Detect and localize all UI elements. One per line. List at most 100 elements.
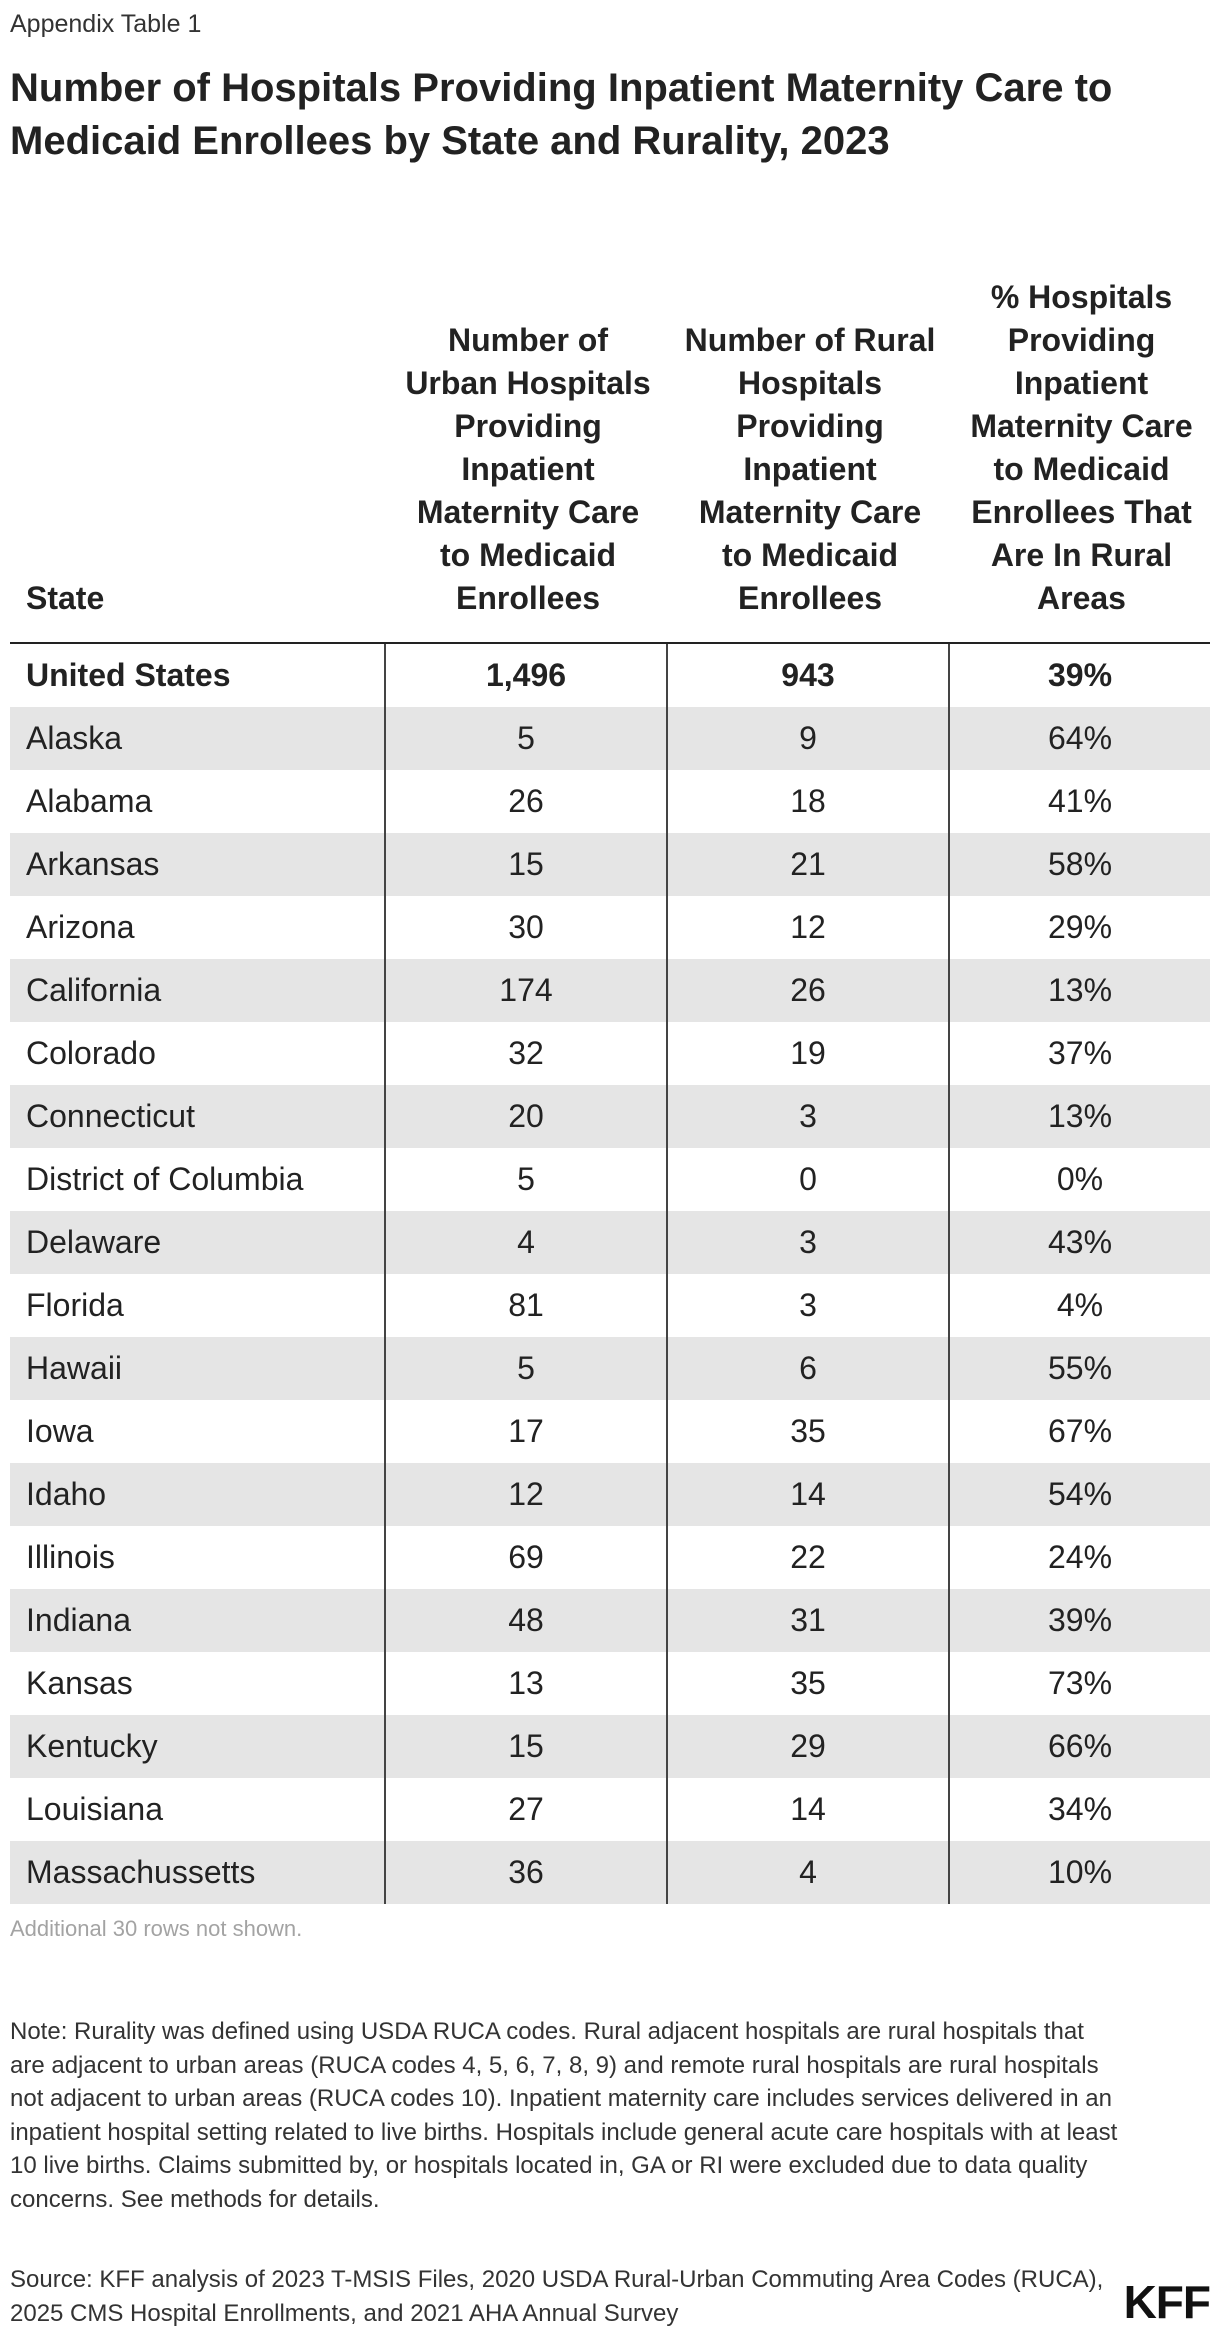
table-body: United States 1,496 943 39% Alaska 5 9 64% Alaba… (10, 643, 1210, 1904)
cell-pct-rural: 43% (948, 1211, 1210, 1274)
cell-rural: 35 (666, 1652, 949, 1715)
cell-state: Arkansas (10, 833, 385, 896)
cell-pct-rural: 39% (948, 1589, 1210, 1652)
cell-state: Alabama (26, 783, 153, 819)
cell-urban: 81 (384, 1274, 667, 1337)
cell-rural: 3 (666, 1085, 949, 1148)
cell-urban: 30 (384, 896, 667, 959)
cell-urban: 69 (384, 1526, 667, 1589)
cell-rural: 26 (666, 959, 949, 1022)
cell-rural: 4 (666, 1841, 949, 1904)
cell-state: Louisiana (26, 1791, 163, 1827)
table-row: District of Columbia 5 0 0% (10, 1148, 1210, 1211)
column-header-state: State (10, 222, 385, 644)
cell-pct-rural: 4% (948, 1274, 1210, 1337)
table-row: Colorado 32 19 37% (10, 1022, 1210, 1085)
cell-rural: 35 (666, 1400, 949, 1463)
cell-pct-rural: 41% (948, 770, 1210, 833)
cell-rural: 14 (666, 1778, 949, 1841)
table-row: Arizona 30 12 29% (10, 896, 1210, 959)
cell-rural: 943 (666, 643, 949, 707)
cell-state: Illinois (26, 1539, 115, 1575)
table-row: Alaska 5 9 64% (10, 707, 1210, 770)
cell-urban: 13 (384, 1652, 667, 1715)
cell-urban: 1,496 (384, 643, 667, 707)
cell-rural: 9 (666, 707, 949, 770)
table-row: Arkansas 15 21 58% (10, 833, 1210, 896)
cell-urban: 4 (384, 1211, 667, 1274)
cell-urban: 174 (384, 959, 667, 1022)
cell-pct-rural: 29% (948, 896, 1210, 959)
cell-pct-rural: 55% (948, 1337, 1210, 1400)
table-row: California 174 26 13% (10, 959, 1210, 1022)
cell-urban: 26 (384, 770, 667, 833)
cell-state: District of Columbia (26, 1161, 304, 1197)
table-row: Kansas 13 35 73% (10, 1652, 1210, 1715)
cell-rural: 21 (666, 833, 949, 896)
cell-urban: 48 (384, 1589, 667, 1652)
cell-state: Iowa (26, 1413, 94, 1449)
table-row: Illinois 69 22 24% (10, 1526, 1210, 1589)
table-row: Kentucky 15 29 66% (10, 1715, 1210, 1778)
cell-rural: 19 (666, 1022, 949, 1085)
page-title: Number of Hospitals Providing Inpatient … (10, 66, 1113, 163)
table-header-row: State Number of Urban Hospitals Providin… (10, 222, 1210, 644)
cell-rural: 12 (666, 896, 949, 959)
cell-state: California (10, 959, 385, 1022)
source-note: Source: KFF analysis of 2023 T-MSIS File… (10, 2266, 1104, 2327)
cell-state: Massachussetts (10, 1841, 385, 1904)
table-row: Massachussetts 36 4 10% (10, 1841, 1210, 1904)
table-row: Louisiana 27 14 34% (10, 1778, 1210, 1841)
cell-urban: 12 (384, 1463, 667, 1526)
cell-state: Kansas (26, 1665, 133, 1701)
cell-pct-rural: 37% (948, 1022, 1210, 1085)
column-header-urban: Number of Urban Hospitals Providing Inpa… (385, 222, 667, 644)
rows-hidden-note: Additional 30 rows not shown. (10, 1916, 303, 1941)
cell-pct-rural: 73% (948, 1652, 1210, 1715)
cell-pct-rural: 13% (948, 959, 1210, 1022)
cell-state: United States (26, 657, 231, 693)
cell-state: Arizona (26, 909, 135, 945)
table-row: Delaware 4 3 43% (10, 1211, 1210, 1274)
cell-rural: 29 (666, 1715, 949, 1778)
column-header-pct-rural: % Hospitals Providing Inpatient Maternit… (949, 222, 1210, 644)
cell-pct-rural: 39% (948, 643, 1210, 707)
cell-rural: 22 (666, 1526, 949, 1589)
cell-state: Kentucky (10, 1715, 385, 1778)
cell-rural: 6 (666, 1337, 949, 1400)
cell-rural: 31 (666, 1589, 949, 1652)
table-row: Idaho 12 14 54% (10, 1463, 1210, 1526)
cell-rural: 18 (666, 770, 949, 833)
cell-urban: 5 (384, 707, 667, 770)
cell-rural: 14 (666, 1463, 949, 1526)
cell-pct-rural: 10% (948, 1841, 1210, 1904)
cell-urban: 36 (384, 1841, 667, 1904)
table-row: Iowa 17 35 67% (10, 1400, 1210, 1463)
cell-state: Delaware (10, 1211, 385, 1274)
cell-urban: 5 (384, 1337, 667, 1400)
table-row: Florida 81 3 4% (10, 1274, 1210, 1337)
cell-urban: 15 (384, 833, 667, 896)
cell-rural: 3 (666, 1211, 949, 1274)
cell-pct-rural: 0% (948, 1148, 1210, 1211)
cell-pct-rural: 13% (948, 1085, 1210, 1148)
cell-pct-rural: 66% (948, 1715, 1210, 1778)
cell-pct-rural: 54% (948, 1463, 1210, 1526)
cell-state: Alaska (10, 707, 385, 770)
column-header-rural: Number of Rural Hospitals Providing Inpa… (667, 222, 949, 644)
cell-urban: 5 (384, 1148, 667, 1211)
table-row: Alabama 26 18 41% (10, 770, 1210, 833)
cell-rural: 0 (666, 1148, 949, 1211)
cell-state: Florida (26, 1287, 124, 1323)
cell-rural: 3 (666, 1274, 949, 1337)
cell-urban: 27 (384, 1778, 667, 1841)
data-table: State Number of Urban Hospitals Providin… (10, 222, 1210, 1904)
cell-pct-rural: 64% (948, 707, 1210, 770)
table-row: Connecticut 20 3 13% (10, 1085, 1210, 1148)
table-row-total: United States 1,496 943 39% (10, 643, 1210, 707)
cell-pct-rural: 24% (948, 1526, 1210, 1589)
cell-urban: 15 (384, 1715, 667, 1778)
cell-urban: 32 (384, 1022, 667, 1085)
table-row: Hawaii 5 6 55% (10, 1337, 1210, 1400)
cell-pct-rural: 58% (948, 833, 1210, 896)
